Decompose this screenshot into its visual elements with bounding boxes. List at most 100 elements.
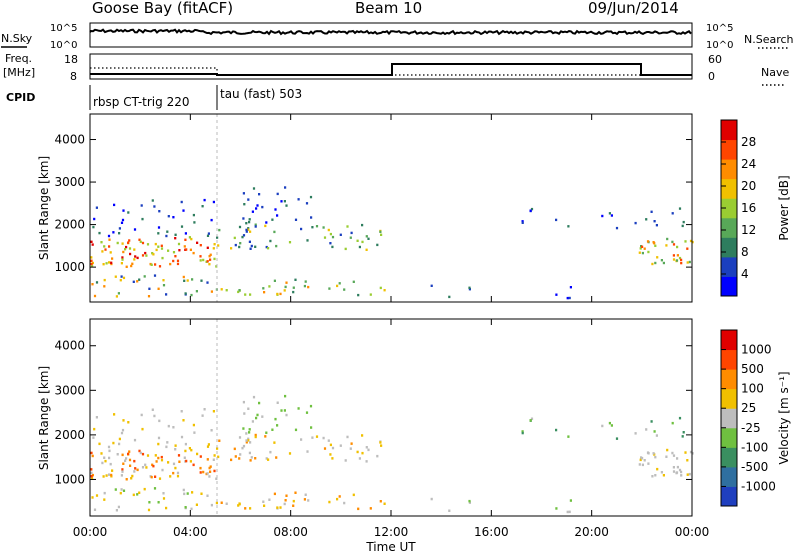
velocity-echo-cell (108, 449, 111, 453)
power-echo-cell (189, 248, 192, 251)
velocity-echo-cell (262, 500, 265, 503)
velocity-echo-cell (686, 459, 689, 462)
power-echo-cell (245, 222, 248, 225)
velocity-echo-cell (350, 442, 353, 445)
power-echo-cell (133, 228, 137, 231)
velocity-echo-cell (122, 462, 125, 465)
velocity-echo-cell (233, 447, 236, 451)
power-echo-cell (188, 236, 191, 239)
velocity-echo-cell (653, 430, 656, 433)
velocity-echo-cell (153, 414, 156, 418)
power-echo-cell (555, 218, 558, 222)
velocity-echo-cell (343, 501, 346, 505)
velocity-echo-cell (247, 439, 250, 442)
velocity-echo-cell (195, 503, 198, 506)
velocity-echo-cell (128, 450, 131, 453)
velocity-panel: 1000 2000 3000 4000 Slant Range [km] (37, 318, 694, 517)
power-echo-cell (258, 193, 261, 196)
power-echo-cell (300, 227, 303, 231)
velocity-echo-cell (160, 458, 164, 462)
velocity-echo-cell (125, 478, 128, 481)
power-colorbar-title: Power [dB] (777, 175, 791, 240)
velocity-echo-cell (93, 427, 96, 431)
power-echo-cell (273, 279, 276, 282)
velocity-echo-cell (654, 455, 657, 459)
power-echo-cell (567, 225, 570, 228)
velocity-echo-cell (568, 510, 571, 514)
power-echo-cell (655, 224, 658, 227)
power-echo-cell (310, 216, 313, 219)
x-tick-label: 16:00 (474, 525, 509, 539)
power-echo-cell (91, 283, 94, 286)
velocity-echo-cell (162, 492, 165, 495)
power-colorbar-tick-label: 4 (741, 267, 749, 281)
power-echo-cell (206, 246, 209, 249)
power-echo-cell (329, 242, 332, 245)
power-echo-cell (346, 225, 349, 228)
power-echo-cell (322, 226, 325, 229)
power-echo-cell (121, 256, 124, 259)
power-echo-cell (208, 255, 211, 258)
velocity-echo-cell (338, 495, 341, 498)
power-echo-cell (209, 258, 212, 261)
velocity-echo-cell (269, 450, 272, 454)
velocity-echo-cell (283, 409, 286, 412)
power-echo-cell (146, 243, 150, 246)
power-echo-cell (233, 236, 236, 240)
velocity-echo-cell (655, 434, 658, 437)
velocity-echo-cell (124, 459, 127, 462)
cpid-segment-1: rbsp CT-trig 220 (93, 95, 189, 109)
velocity-echo-cell (284, 499, 287, 502)
power-ytick-label: 4000 (54, 133, 85, 147)
power-echo-cell (167, 215, 170, 218)
power-echo-cell (249, 293, 252, 296)
power-echo-cell (303, 284, 306, 288)
power-echo-cell (252, 187, 256, 190)
power-echo-cell (294, 218, 298, 221)
power-echo-cell (195, 290, 198, 293)
velocity-echo-cell (113, 413, 116, 416)
nave-label: Nave (761, 66, 789, 79)
power-echo-cell (186, 279, 189, 282)
power-echo-cell (184, 292, 187, 295)
velocity-echo-cell (153, 487, 157, 490)
power-echo-cell (268, 285, 271, 288)
velocity-echo-cell (215, 501, 218, 505)
velocity-echo-cell (184, 449, 187, 453)
velocity-echo-cell (169, 475, 172, 478)
velocity-echo-cell (243, 412, 246, 415)
power-echo-cell (180, 225, 184, 228)
velocity-echo-cell (248, 451, 251, 455)
freq-line (90, 63, 692, 76)
velocity-echo-cell (352, 493, 355, 497)
power-echo-cell (269, 239, 272, 243)
nave-tick-top: 60 (708, 53, 722, 66)
power-echo-cell (245, 228, 248, 232)
velocity-echo-cell (601, 424, 604, 428)
power-echo-cell (468, 288, 471, 291)
velocity-echo-cell (271, 428, 274, 431)
power-echo-cell (676, 254, 679, 257)
power-echo-cell (238, 289, 241, 292)
velocity-echo-cell (220, 501, 223, 504)
power-colorbar: 28 24 20 16 12 8 4 Power [dB] (720, 119, 791, 297)
power-echo-cell (119, 279, 122, 282)
velocity-echo-cell (157, 501, 160, 504)
velocity-echo-cell (256, 413, 259, 417)
velocity-echo-cell (206, 472, 209, 475)
velocity-echo-cell (468, 501, 471, 504)
noise-sky-line (89, 28, 692, 36)
power-echo-cell (248, 220, 251, 224)
power-echo-cell (638, 251, 641, 254)
velocity-echo-cell (311, 436, 314, 439)
power-echo-cell (136, 280, 139, 283)
power-echo-cell (311, 226, 314, 229)
velocity-echo-cell (265, 431, 268, 434)
power-echo-cell (190, 293, 193, 297)
velocity-echo-cell (203, 408, 206, 411)
x-axis: 00:00 04:00 08:00 12:00 16:00 20:00 00:00 (73, 114, 709, 539)
power-echo-cell (138, 238, 141, 241)
power-echo-cell (327, 228, 330, 232)
power-echo-cell (284, 285, 287, 289)
power-echo-cell (213, 243, 216, 246)
